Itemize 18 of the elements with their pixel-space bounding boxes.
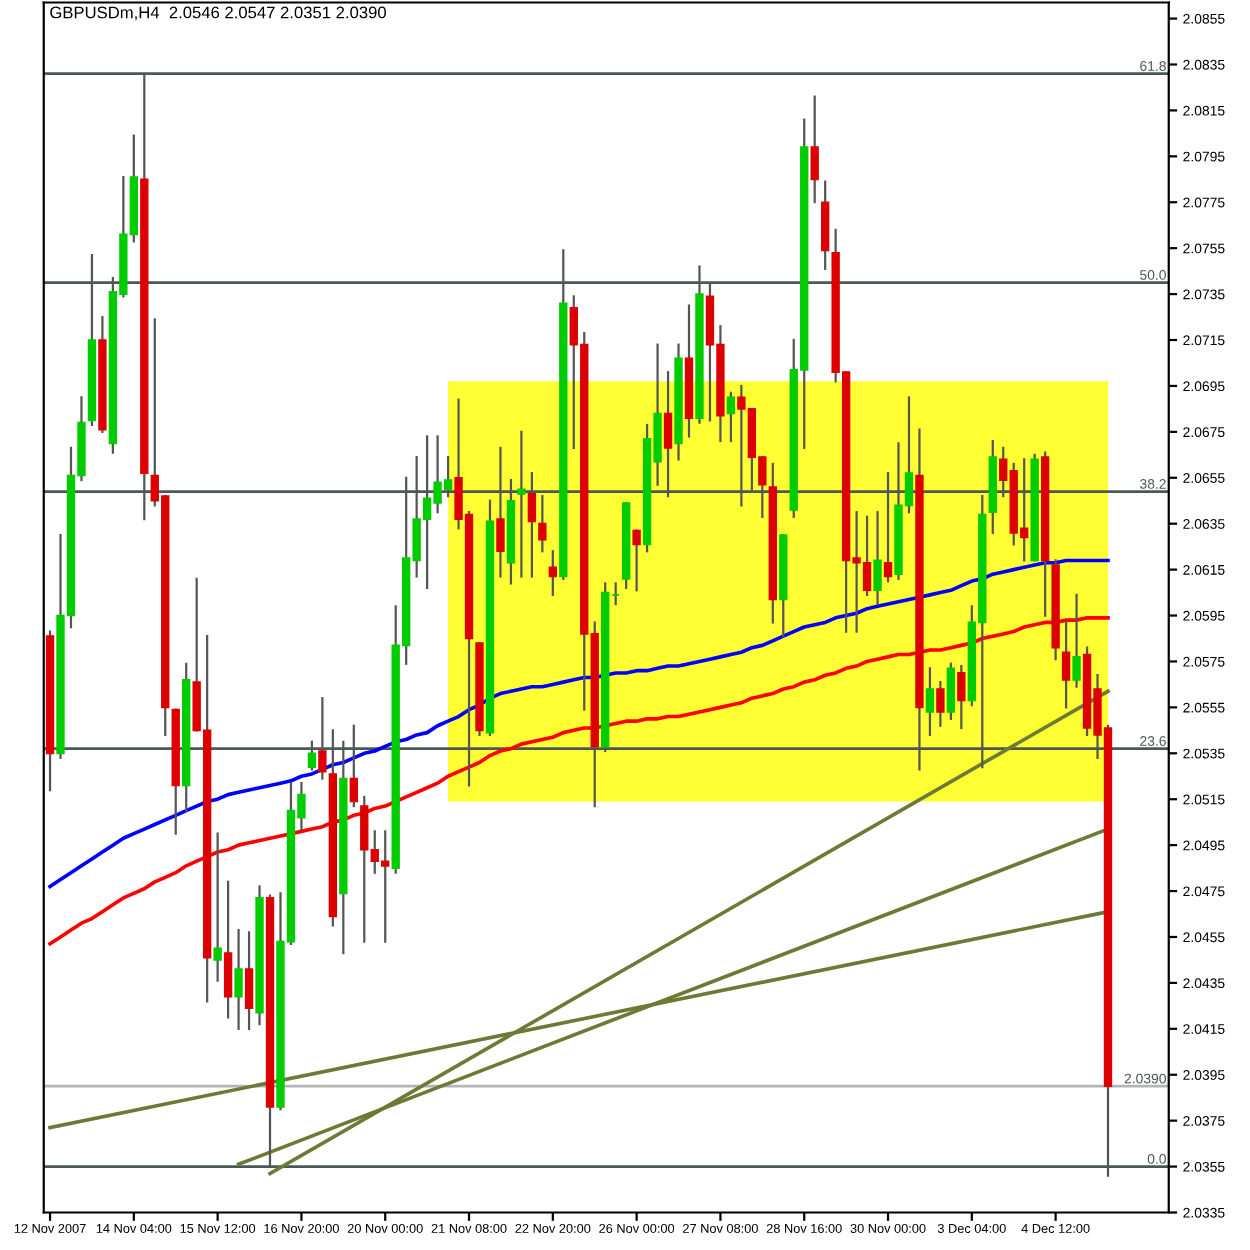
candlestick [810, 95, 819, 204]
candlestick [223, 880, 233, 1019]
candlestick [957, 664, 966, 730]
candlestick [925, 667, 935, 737]
line-series [48, 616, 1110, 946]
candlestick [1072, 593, 1081, 688]
candlestick [244, 931, 254, 1030]
candlestick [213, 832, 222, 982]
candlestick [632, 529, 641, 592]
candlestick [873, 511, 882, 606]
line-series [48, 558, 1110, 889]
candlestick [936, 681, 945, 727]
candlestick [1061, 621, 1071, 709]
chart-title: GBPUSDm,H4 2.0546 2.0547 2.0351 2.0390 [50, 6, 386, 21]
candlestick [946, 662, 956, 720]
candlestick [726, 391, 736, 443]
candlestick [234, 928, 243, 1030]
candlestick [548, 550, 558, 596]
